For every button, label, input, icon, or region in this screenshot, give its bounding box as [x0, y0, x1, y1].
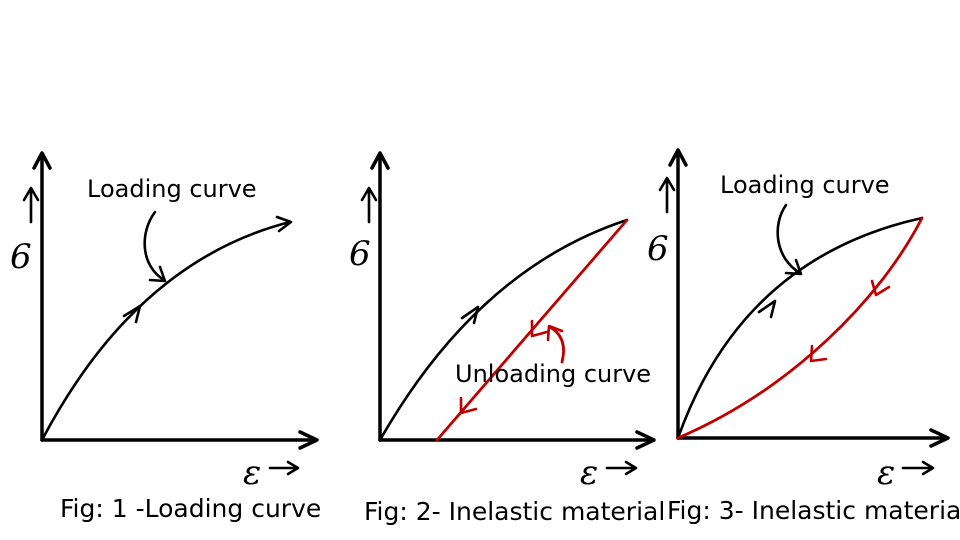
loading-direction-arrow	[757, 299, 777, 319]
x-axis-label: ε	[243, 453, 261, 493]
x-axis-arrowhead	[635, 430, 656, 450]
y-axis-label: 6	[647, 229, 669, 269]
unloading-direction-arrow-upper	[870, 279, 891, 297]
unloading-curve	[676, 216, 924, 440]
y-axis-label: 6	[349, 234, 371, 274]
loading-direction-arrow	[460, 305, 480, 325]
loading-curve	[378, 218, 629, 442]
x-axis-arrowhead	[929, 428, 950, 448]
y-axis-arrowhead	[668, 148, 688, 167]
sigma-up-arrow	[360, 186, 378, 224]
epsilon-right-arrow	[901, 460, 935, 476]
figure-2: 6 ε Unloading curve Fig: 2- Inelastic ma…	[349, 151, 665, 526]
figure-caption: Fig: 2- Inelastic material	[364, 497, 665, 526]
annotation-label: Loading curve	[720, 171, 890, 199]
y-axis-arrowhead	[370, 151, 390, 170]
annotation-pointer-head	[784, 258, 803, 276]
epsilon-right-arrow	[605, 460, 638, 476]
annotation-pointer-head	[546, 324, 564, 342]
unloading-direction-arrow-upper	[530, 319, 549, 338]
sigma-up-arrow	[658, 176, 676, 214]
x-axis-label: ε	[877, 453, 895, 493]
annotation-pointer	[776, 203, 802, 275]
y-axis-label: 6	[10, 237, 32, 277]
x-axis-arrowhead	[298, 430, 319, 450]
figure-caption: Fig: 1 -Loading curve	[60, 494, 321, 523]
epsilon-right-arrow	[268, 460, 300, 476]
annotation-pointer	[143, 210, 166, 282]
loading-curve	[40, 220, 292, 442]
x-axis-label: ε	[580, 453, 598, 493]
sigma-up-arrow	[22, 186, 40, 224]
annotation-pointer-head	[148, 265, 167, 283]
loading-curve	[676, 216, 924, 440]
unloading-direction-arrow-lower	[459, 396, 478, 415]
figure-3: 6 ε Loading curve Fig: 3- Inelastic mate…	[647, 148, 960, 525]
annotation-label: Unloading curve	[455, 360, 651, 388]
loading-curve-end-arrow	[275, 215, 293, 233]
unloading-direction-arrow-lower	[809, 344, 828, 363]
annotation-pointer	[548, 325, 565, 364]
figure-1: 6 ε Loading curve Fig: 1 -Loading curve	[10, 151, 321, 523]
loading-direction-arrow	[122, 304, 142, 324]
annotation-label: Loading curve	[87, 175, 257, 203]
figure-caption: Fig: 3- Inelastic material	[667, 496, 960, 525]
y-axis-arrowhead	[32, 151, 52, 170]
